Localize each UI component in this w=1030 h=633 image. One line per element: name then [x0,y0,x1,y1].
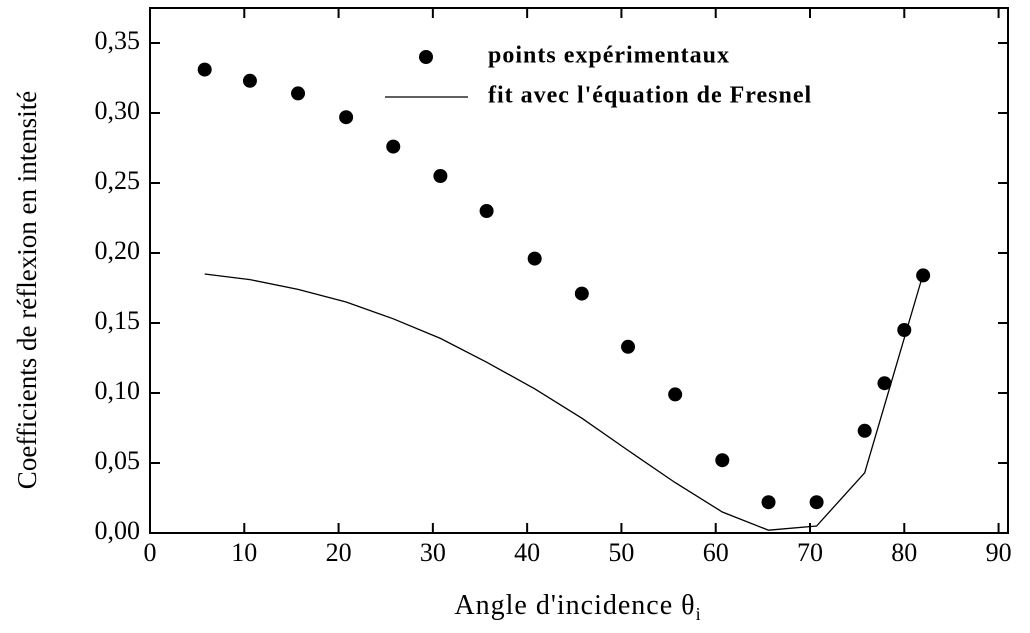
legend-label: fit avec l'équation de Fresnel [488,83,812,109]
x-tick-label: 70 [797,538,823,567]
plot-frame [149,7,1009,534]
y-tick-label: 0,20 [95,236,141,265]
legend-label: points expérimentaux [488,43,730,69]
data-point [574,286,589,301]
x-tick-label: 20 [326,538,352,567]
y-tick-label: 0,10 [95,376,141,405]
data-point [433,169,448,183]
y-tick-label: 0,00 [95,516,141,545]
x-axis-label: Angle d'incidence θi [454,590,701,624]
data-point [291,86,306,101]
data-point [857,423,872,438]
data-point [761,495,776,510]
x-tick-label: 90 [986,538,1012,567]
x-tick-label: 10 [231,538,257,567]
data-point [339,110,354,125]
y-tick-label: 0,15 [95,306,141,335]
data-point [897,323,912,337]
data-point [386,139,401,154]
data-point [668,387,683,402]
x-tick-label: 60 [703,538,729,567]
y-tick-label: 0,30 [95,96,141,125]
data-point [197,62,212,77]
y-tick-label: 0,25 [95,166,141,195]
y-axis-label: Coefficients de réflexion en intensité [12,91,42,489]
x-tick-label: 80 [891,538,917,567]
data-point [479,204,494,218]
x-tick-label: 0 [144,538,157,567]
x-tick-label: 30 [420,538,446,567]
fit-line [204,273,924,531]
data-point [621,339,636,354]
data-point [242,73,257,88]
data-point [877,376,892,391]
x-axis-label-subscript: i [696,604,702,624]
data-point [715,453,730,468]
legend-marker [419,50,433,64]
x-tick-label: 40 [514,538,540,567]
x-tick-label: 50 [608,538,634,567]
y-tick-label: 0,35 [95,26,141,55]
data-point [809,495,824,510]
y-tick-label: 0,05 [95,446,141,475]
x-axis-label-text: Angle d'incidence θ [454,590,695,621]
data-point [527,251,542,266]
